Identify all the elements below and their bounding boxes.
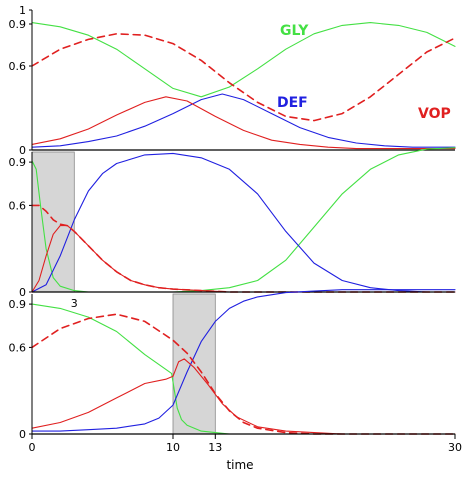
y-tick-label: 0.6 [9, 341, 27, 354]
series-line-gly [31, 303, 456, 435]
panel-2: 0.9 0.6 0 [9, 147, 456, 299]
x-tick-label: 0 [29, 441, 36, 454]
series-line-gly [31, 22, 456, 98]
y-tick-label: 1 [19, 4, 26, 17]
series-line-def [31, 289, 456, 432]
y-tick-label: 0 [19, 428, 26, 441]
x-tick-label: 10 [166, 441, 180, 454]
legend-label-def: DEF [277, 95, 308, 111]
shaded-interval [172, 293, 216, 435]
series-line-vop [31, 358, 456, 435]
y-tick-label: 0.6 [9, 60, 27, 73]
x-tick-label: 13 [208, 441, 222, 454]
y-tick-label: 0.6 [9, 199, 27, 212]
series-line-def [31, 93, 456, 148]
x-axis-title: time [226, 458, 253, 472]
panel-3: 0.9 0.6 0 3 [9, 289, 456, 441]
series-line-gly [31, 147, 456, 293]
series-line-vop [31, 225, 456, 293]
series-line-vop-total [31, 204, 456, 293]
y-tick-label: 0.9 [9, 18, 27, 31]
legend-label-vop: VOP [418, 106, 451, 122]
panel-1: 10.9 0.6 0 [9, 4, 456, 157]
panel-annotation: 3 [71, 297, 78, 310]
y-tick-label: 0.9 [9, 298, 27, 311]
x-tick-label: 30 [448, 441, 462, 454]
y-tick-label: 0 [19, 286, 26, 299]
y-tick-label: 0 [19, 144, 26, 157]
series-line-vop [31, 96, 456, 150]
legend-label-gly: GLY [280, 23, 309, 39]
series-line-vop-total [31, 33, 456, 122]
y-tick-label: 0.9 [9, 156, 27, 169]
series-line-vop-total [31, 313, 456, 435]
series-line-def [31, 152, 456, 293]
